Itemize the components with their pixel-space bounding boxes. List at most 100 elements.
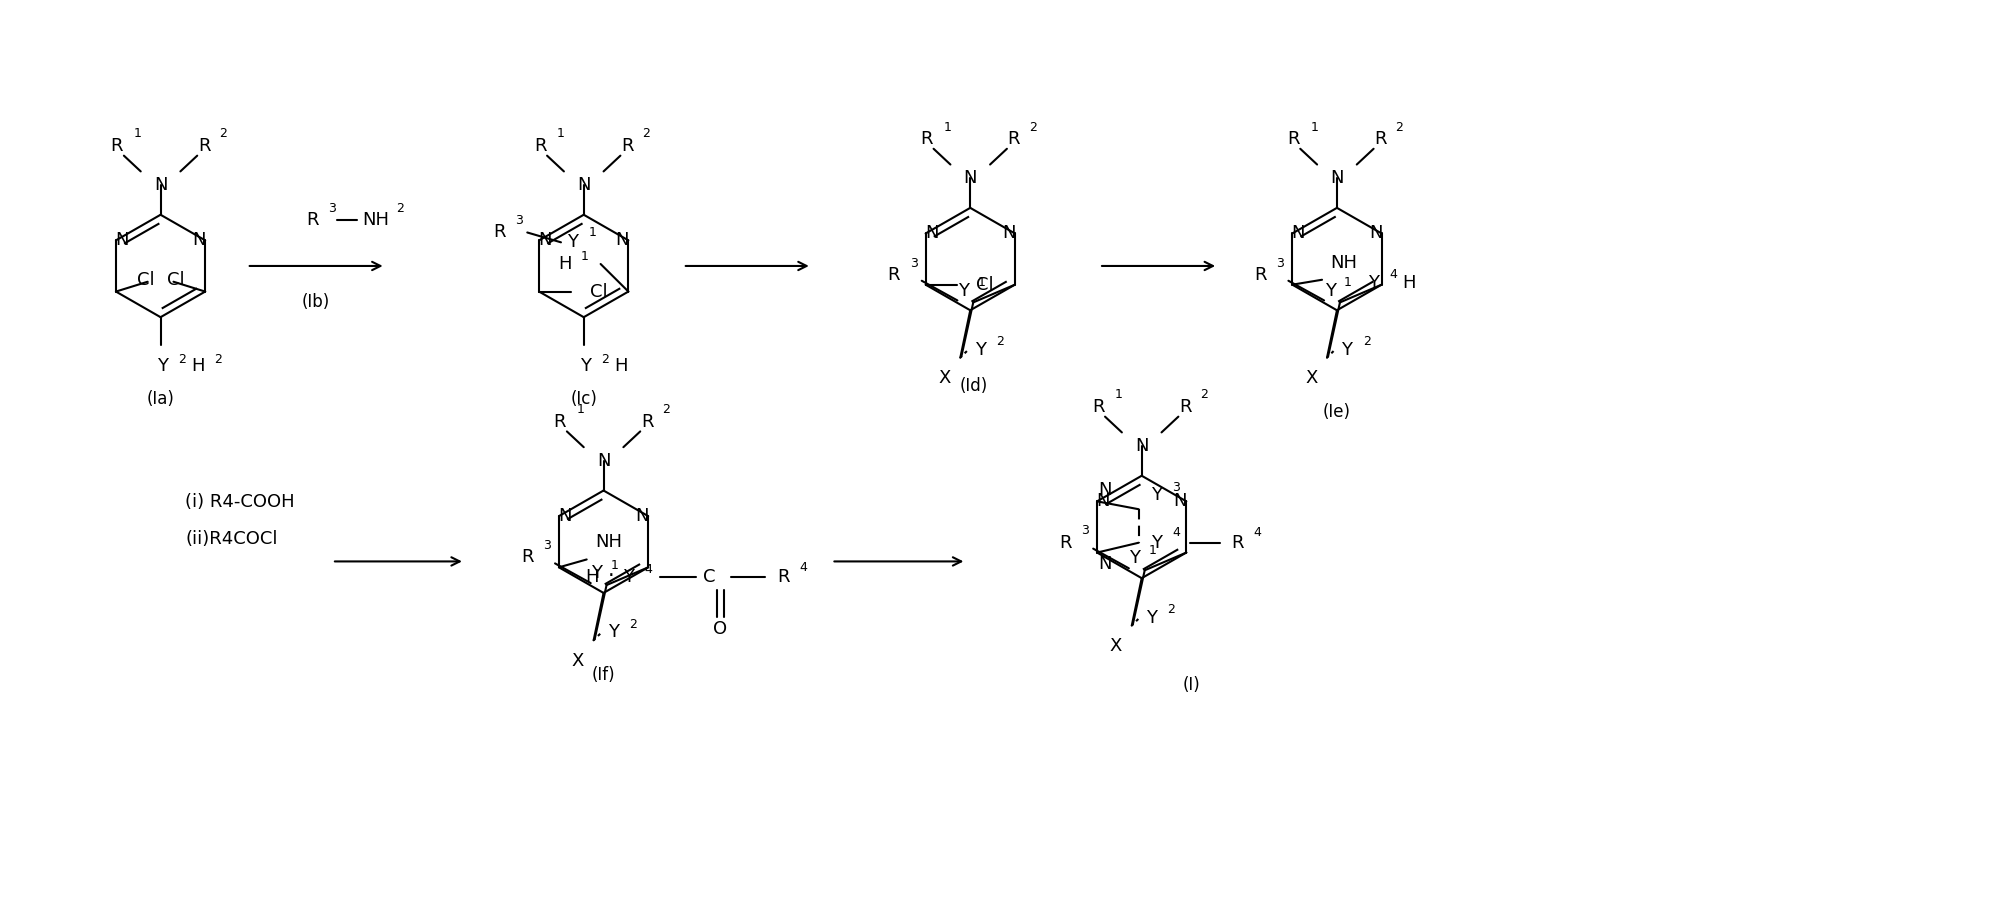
Text: (Ie): (Ie) (1323, 403, 1351, 420)
Text: Y: Y (591, 565, 603, 582)
Text: X: X (1110, 637, 1122, 655)
Text: Cl: Cl (138, 271, 154, 289)
Text: Cl: Cl (976, 275, 994, 294)
Text: N: N (615, 231, 629, 250)
Text: H: H (1403, 274, 1415, 292)
Text: N: N (1098, 555, 1112, 574)
Text: Y: Y (1146, 609, 1158, 627)
Text: 2: 2 (663, 403, 671, 416)
Text: N: N (559, 507, 571, 525)
Text: N: N (924, 225, 938, 242)
Text: NH: NH (1331, 254, 1357, 272)
Text: 1: 1 (134, 128, 142, 140)
Text: 1: 1 (1116, 388, 1124, 401)
Text: 4: 4 (645, 563, 653, 576)
Text: X: X (938, 369, 950, 387)
Text: N: N (1136, 437, 1148, 455)
Text: H: H (615, 357, 629, 375)
Text: 4: 4 (1253, 526, 1261, 540)
Text: 2: 2 (1168, 603, 1176, 616)
Text: 2: 2 (996, 335, 1004, 348)
Text: Y: Y (581, 357, 591, 375)
Text: (If): (If) (591, 666, 615, 684)
Text: 4: 4 (1172, 526, 1180, 540)
Text: R: R (778, 568, 790, 587)
Text: 1: 1 (611, 559, 619, 572)
Text: Cl: Cl (166, 271, 184, 289)
Text: 1: 1 (978, 276, 986, 289)
Text: X: X (571, 652, 585, 670)
Text: R: R (521, 548, 533, 566)
Text: R: R (920, 130, 932, 148)
Text: N: N (1002, 225, 1016, 242)
Text: 1: 1 (944, 120, 952, 134)
Text: Y: Y (974, 341, 986, 359)
Text: N: N (1096, 492, 1110, 510)
Text: Cl: Cl (589, 283, 607, 300)
Text: R: R (1287, 130, 1299, 148)
Text: 2: 2 (220, 128, 228, 140)
Text: R: R (888, 266, 900, 284)
Text: N: N (1329, 169, 1343, 187)
Text: 3: 3 (515, 214, 523, 227)
Text: R: R (1008, 130, 1020, 148)
Text: Y: Y (158, 357, 168, 375)
Text: 1: 1 (1343, 276, 1351, 289)
Text: 2: 2 (178, 353, 186, 366)
Text: Y: Y (609, 623, 619, 642)
Text: N: N (539, 231, 551, 250)
Text: 1: 1 (557, 128, 565, 140)
Text: R: R (305, 210, 319, 229)
Text: (Ib): (Ib) (301, 294, 329, 311)
Text: 3: 3 (910, 256, 918, 270)
Text: H: H (559, 255, 571, 273)
Text: N: N (964, 169, 976, 187)
Text: C: C (703, 568, 717, 587)
Text: N: N (154, 176, 168, 195)
Text: Y: Y (1367, 274, 1379, 292)
Text: (Id): (Id) (960, 377, 988, 395)
Text: R: R (1375, 130, 1387, 148)
Text: 1: 1 (577, 403, 585, 416)
Text: N: N (1369, 225, 1383, 242)
Text: Y: Y (958, 282, 968, 299)
Text: R: R (110, 137, 124, 155)
Text: 1: 1 (1150, 544, 1156, 557)
Text: N: N (1098, 480, 1112, 498)
Text: 3: 3 (1172, 481, 1180, 494)
Text: 1: 1 (581, 250, 589, 263)
Text: 2: 2 (643, 128, 651, 140)
Text: 2: 2 (1395, 120, 1403, 134)
Text: N: N (577, 176, 591, 195)
Text: 4: 4 (1389, 268, 1397, 281)
Text: (Ic): (Ic) (571, 390, 597, 408)
Text: R: R (641, 412, 653, 431)
Text: R: R (1060, 533, 1072, 552)
Text: Y: Y (623, 568, 635, 587)
Text: R: R (553, 412, 567, 431)
Text: N: N (1291, 225, 1305, 242)
Text: 3: 3 (543, 539, 551, 552)
Text: Y: Y (1152, 533, 1162, 552)
Text: NH: NH (595, 532, 623, 551)
Text: 1: 1 (1309, 120, 1317, 134)
Text: Y: Y (1341, 341, 1353, 359)
Text: (I): (I) (1182, 676, 1200, 693)
Text: R: R (1232, 533, 1244, 552)
Text: Y: Y (567, 233, 579, 252)
Text: O: O (713, 621, 727, 638)
Text: N: N (1174, 492, 1188, 510)
Text: 2: 2 (1028, 120, 1036, 134)
Text: 3: 3 (1082, 524, 1090, 537)
Text: 2: 2 (1363, 335, 1371, 348)
Text: R: R (1180, 397, 1192, 416)
Text: 2: 2 (1200, 388, 1208, 401)
Text: NH: NH (361, 210, 389, 229)
Text: 2: 2 (397, 202, 405, 216)
Text: 2: 2 (214, 353, 222, 366)
Text: R: R (1092, 397, 1104, 416)
Text: 2: 2 (629, 618, 637, 631)
Text: Y: Y (1152, 487, 1162, 504)
Text: N: N (597, 452, 611, 470)
Text: ·: · (609, 566, 615, 587)
